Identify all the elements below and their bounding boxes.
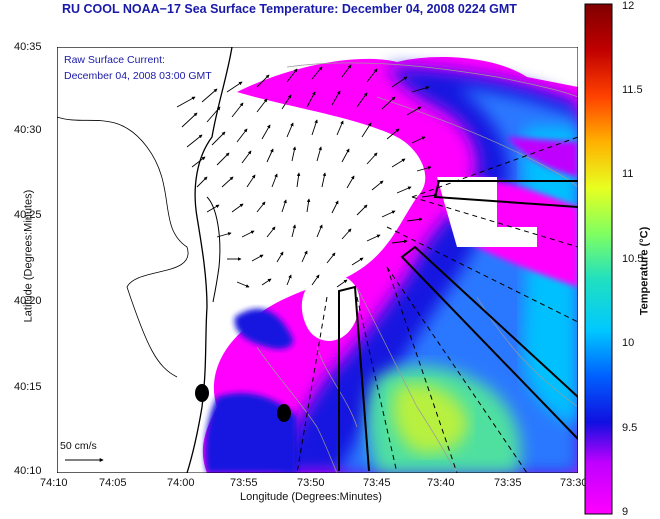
radar-beams [296,136,578,473]
current-vectors [176,64,438,288]
x-tick: 74:10 [40,477,68,489]
colorbar-tick: 10 [622,337,635,349]
station-marker[interactable] [277,404,291,422]
map-title: RU COOL NOAA−17 Sea Surface Temperature:… [62,2,517,16]
colorbar-tick: 12 [622,0,635,12]
current-timestamp: December 04, 2008 03:00 GMT [64,70,212,82]
inland-coast [57,116,189,378]
scale-label: 50 cm/s [60,440,97,452]
sst-map [57,47,578,473]
station-marker[interactable] [195,384,209,402]
colorbar-label: Temperature (°C) [638,226,651,316]
x-tick: 73:35 [494,477,522,489]
y-tick: 40:10 [14,465,42,477]
sandy-hook [206,196,221,303]
bathymetry-contours [256,62,578,473]
sst-field [202,57,578,473]
x-tick: 73:45 [363,477,391,489]
colorbar-tick: 11.5 [622,84,643,96]
y-tick: 40:25 [14,209,42,221]
x-tick: 74:05 [99,477,127,489]
colorbar-tick: 9.5 [622,422,638,434]
x-tick: 73:40 [427,477,455,489]
y-axis-label: Latitude (Degrees:Minutes) [22,189,35,323]
y-tick: 40:35 [14,41,42,53]
colorbar-tick: 11 [622,168,634,180]
y-tick: 40:30 [14,124,42,136]
x-tick: 73:30 [560,477,588,489]
colorbar-tick: 9 [622,506,629,518]
x-axis-label: Longitude (Degrees:Minutes) [240,491,382,503]
y-tick: 40:20 [14,295,42,307]
colorbar [584,3,613,515]
land-mass [57,47,233,473]
x-tick: 73:50 [297,477,325,489]
y-tick: 40:15 [14,381,42,393]
colorbar-tick: 10.5 [622,253,644,265]
x-tick: 73:55 [230,477,258,489]
current-label: Raw Surface Current: [64,54,165,66]
x-tick: 74:00 [167,477,195,489]
